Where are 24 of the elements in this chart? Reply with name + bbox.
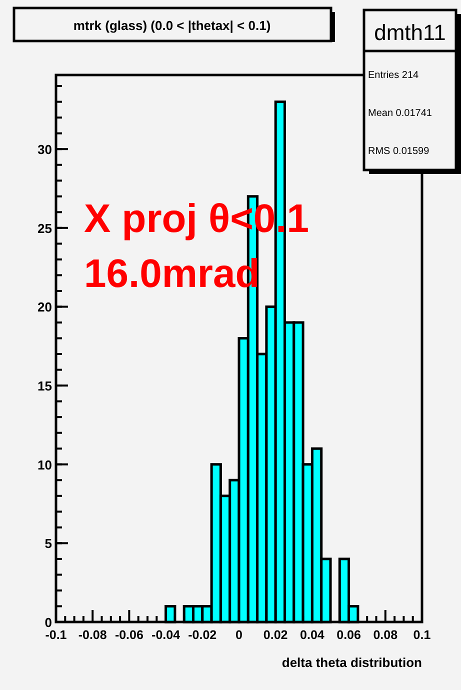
annotation: Mean 0.01741 bbox=[368, 108, 432, 119]
x-tick-label: -0.08 bbox=[78, 628, 107, 642]
x-tick-label: -0.1 bbox=[45, 628, 67, 642]
x-tick-label: -0.02 bbox=[188, 628, 217, 642]
x-tick-label: 0.1 bbox=[413, 628, 431, 642]
y-tick-label: 10 bbox=[38, 457, 52, 472]
y-tick-label: 20 bbox=[38, 300, 52, 315]
annotation: RMS 0.01599 bbox=[368, 146, 430, 157]
annotation: Entries 214 bbox=[368, 70, 420, 81]
x-tick-label: -0.04 bbox=[152, 628, 180, 642]
x-axis-title: delta theta distribution bbox=[282, 655, 422, 670]
x-tick-label: 0.06 bbox=[336, 628, 362, 642]
y-tick-label: 5 bbox=[44, 536, 52, 552]
x-tick-label: 0 bbox=[236, 628, 243, 642]
y-tick-label: 0 bbox=[44, 615, 52, 630]
chart-title: mtrk (glass) (0.0 < |thetax| < 0.1) bbox=[73, 18, 271, 33]
x-tick-label: 0.02 bbox=[263, 628, 288, 642]
x-tick-label: -0.06 bbox=[114, 628, 144, 642]
y-tick-label: 25 bbox=[38, 220, 52, 236]
text: dmth11 bbox=[374, 20, 446, 45]
x-tick-label: 0.04 bbox=[300, 628, 324, 642]
y-tick-label: 30 bbox=[38, 142, 52, 158]
y-tick-label: 15 bbox=[38, 378, 52, 394]
x-tick-label: 0.08 bbox=[373, 628, 398, 642]
